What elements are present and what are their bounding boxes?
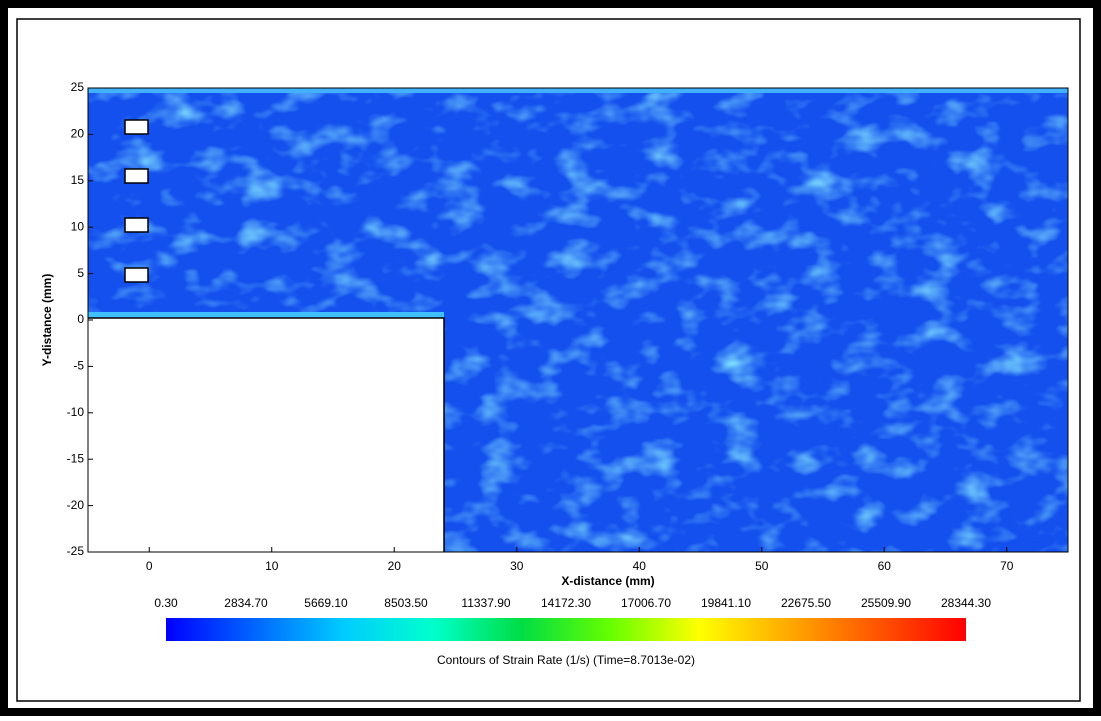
contour-field (88, 88, 1068, 552)
y-tick-label: 25 (71, 80, 85, 94)
colorbar-tick-label: 0.30 (154, 596, 178, 610)
x-tick-label: 50 (755, 559, 769, 573)
x-tick-label: 20 (388, 559, 402, 573)
colorbar-tick-label: 28344.30 (941, 596, 991, 610)
colorbar-title: Contours of Strain Rate (1/s) (Time=8.70… (437, 653, 695, 667)
x-tick-label: 70 (1000, 559, 1014, 573)
colorbar-tick-label: 19841.10 (701, 596, 751, 610)
x-axis-label: X-distance (mm) (561, 574, 654, 588)
y-tick-label: 0 (77, 312, 84, 326)
colorbar-tick-label: 8503.50 (384, 596, 428, 610)
x-tick-label: 40 (633, 559, 647, 573)
x-tick-label: 60 (878, 559, 892, 573)
y-tick-label: -5 (73, 359, 84, 373)
y-tick-label: -15 (67, 451, 85, 465)
colorbar-tick-label: 2834.70 (224, 596, 268, 610)
colorbar-tick-label: 22675.50 (781, 596, 831, 610)
y-tick-label: 10 (71, 219, 85, 233)
colorbar-tick-label: 25509.90 (861, 596, 911, 610)
inner-frame (16, 18, 1081, 702)
y-tick-label: -10 (67, 405, 85, 419)
y-tick-label: 15 (71, 173, 85, 187)
colorbar-tick-label: 5669.10 (304, 596, 348, 610)
colorbar (166, 618, 966, 641)
step-wall (88, 317, 445, 552)
colorbar-tick-label: 11337.90 (461, 596, 510, 610)
y-tick-label: -20 (67, 498, 85, 512)
colorbar-tick-label: 17006.70 (621, 596, 671, 610)
y-axis-label: Y-distance (mm) (40, 274, 54, 367)
y-tick-label: 20 (71, 127, 85, 141)
x-tick-label: 30 (510, 559, 524, 573)
x-tick-label: 10 (265, 559, 279, 573)
colorbar-tick-label: 14172.30 (541, 596, 591, 610)
inlet-blocks (124, 119, 149, 283)
y-tick-label: -25 (67, 544, 85, 558)
y-tick-label: 5 (77, 266, 84, 280)
x-tick-label: 0 (146, 559, 153, 573)
